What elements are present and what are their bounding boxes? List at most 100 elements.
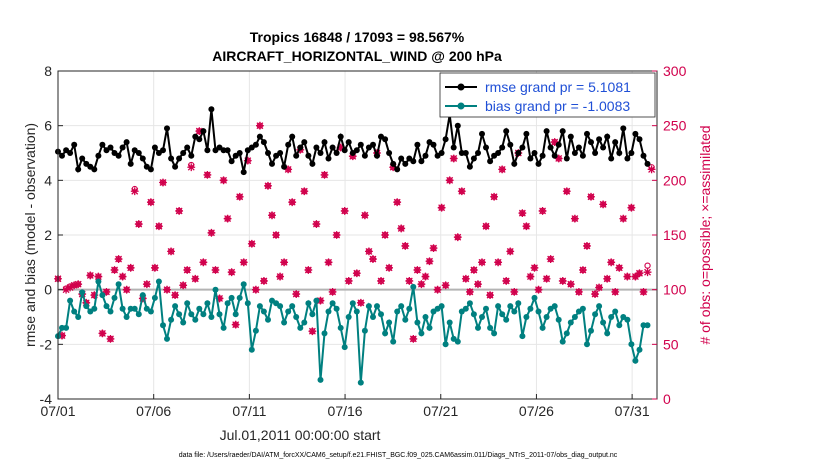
bias-point bbox=[559, 338, 566, 345]
rmse-point bbox=[487, 158, 494, 165]
bias-point bbox=[309, 311, 316, 318]
rmse-point bbox=[71, 141, 78, 148]
rmse-point bbox=[256, 133, 263, 140]
bias-point bbox=[67, 297, 74, 304]
obs-assimilated-marker bbox=[558, 277, 567, 285]
y-tick-label: 8 bbox=[44, 63, 52, 79]
rmse-point bbox=[511, 160, 518, 167]
bias-point bbox=[636, 346, 643, 353]
rmse-point bbox=[519, 144, 526, 151]
obs-assimilated-marker bbox=[146, 198, 155, 207]
obs-assimilated-marker bbox=[195, 127, 204, 136]
obs-assimilated-marker bbox=[599, 200, 608, 209]
rmse-point bbox=[628, 150, 635, 156]
obs-assimilated-marker bbox=[90, 291, 99, 300]
bias-point bbox=[285, 308, 292, 315]
rmse-point bbox=[79, 155, 86, 162]
bias-point bbox=[123, 314, 130, 320]
bias-point bbox=[567, 319, 574, 326]
obs-assimilated-marker bbox=[292, 290, 301, 298]
bias-point bbox=[79, 289, 86, 296]
bias-point bbox=[406, 305, 413, 312]
rmse-point bbox=[579, 152, 586, 159]
obs-assimilated-marker bbox=[470, 266, 478, 274]
obs-assimilated-marker bbox=[526, 272, 535, 281]
bias-point bbox=[192, 316, 199, 323]
rmse-point bbox=[353, 147, 360, 154]
bias-point bbox=[608, 314, 615, 320]
obs-assimilated-marker bbox=[647, 165, 656, 174]
legend-box bbox=[439, 72, 656, 118]
rmse-point bbox=[95, 152, 102, 159]
rmse-point bbox=[176, 155, 183, 162]
obs-assimilated-marker bbox=[490, 192, 499, 201]
obs-assimilated-marker bbox=[312, 220, 321, 228]
bias-point bbox=[361, 327, 368, 334]
bias-point bbox=[208, 314, 215, 320]
obs-assimilated-marker bbox=[207, 228, 216, 237]
bias-point bbox=[479, 314, 485, 320]
x-tick-label: 07/26 bbox=[519, 403, 554, 419]
bias-point bbox=[168, 316, 175, 323]
x-tick-label: 07/21 bbox=[423, 403, 458, 419]
rmse-point bbox=[527, 155, 534, 162]
x-tick-label: 07/11 bbox=[232, 403, 266, 419]
rmse-point bbox=[317, 150, 324, 156]
y2-tick-label: 150 bbox=[663, 227, 687, 243]
obs-assimilated-marker bbox=[397, 224, 406, 233]
rmse-point bbox=[228, 158, 235, 165]
bias-point bbox=[584, 341, 590, 348]
rmse-point bbox=[402, 160, 409, 167]
bias-point bbox=[321, 330, 328, 337]
rmse-point bbox=[547, 144, 554, 151]
bias-point bbox=[228, 294, 235, 301]
rmse-point bbox=[196, 136, 203, 143]
rmse-point bbox=[293, 152, 300, 159]
rmse-point bbox=[470, 155, 477, 162]
obs-assimilated-marker bbox=[365, 247, 373, 256]
bias-point bbox=[353, 308, 360, 315]
obs-assimilated-marker bbox=[623, 272, 632, 281]
bias-point bbox=[596, 303, 603, 310]
obs-assimilated-marker bbox=[231, 320, 240, 329]
legend-rmse-marker bbox=[457, 83, 465, 91]
bias-point bbox=[398, 303, 405, 310]
bias-point bbox=[224, 300, 231, 307]
bias-point bbox=[555, 316, 562, 323]
rmse-point bbox=[450, 144, 457, 151]
bias-point bbox=[147, 308, 154, 315]
rmse-point bbox=[462, 150, 469, 156]
rmse-point bbox=[632, 130, 639, 137]
rmse-point bbox=[208, 106, 215, 113]
rmse-point bbox=[321, 139, 328, 146]
y-tick-label: -2 bbox=[40, 336, 53, 352]
obs-assimilated-marker bbox=[264, 181, 272, 190]
bias-point bbox=[483, 305, 489, 312]
obs-assimilated-marker bbox=[538, 207, 547, 215]
obs-assimilated-marker bbox=[409, 334, 418, 343]
rmse-point bbox=[361, 152, 368, 159]
bias-point bbox=[313, 297, 320, 304]
bias-point bbox=[357, 379, 364, 386]
rmse-point bbox=[382, 136, 389, 143]
obs-assimilated-marker bbox=[219, 176, 228, 185]
y2-tick-label: 50 bbox=[663, 336, 679, 352]
bias-point bbox=[571, 314, 578, 320]
rmse-point bbox=[430, 141, 437, 148]
bias-point bbox=[107, 308, 114, 315]
bias-point bbox=[220, 324, 227, 331]
obs-assimilated-marker bbox=[486, 291, 494, 300]
bias-point bbox=[63, 324, 70, 331]
obs-assimilated-marker bbox=[247, 239, 256, 248]
rmse-point bbox=[91, 166, 98, 173]
obs-assimilated-marker bbox=[316, 296, 325, 305]
bias-point bbox=[155, 278, 162, 285]
bias-point bbox=[563, 330, 570, 337]
x-tick-label: 07/01 bbox=[40, 403, 75, 419]
obs-assimilated-marker bbox=[336, 143, 345, 152]
obs-assimilated-marker bbox=[272, 231, 280, 239]
obs-assimilated-marker bbox=[389, 163, 398, 172]
legend-rmse-label: rmse grand pr = 5.1081 bbox=[485, 79, 631, 95]
obs-assimilated-marker bbox=[163, 285, 171, 294]
rmse-point bbox=[636, 136, 643, 143]
